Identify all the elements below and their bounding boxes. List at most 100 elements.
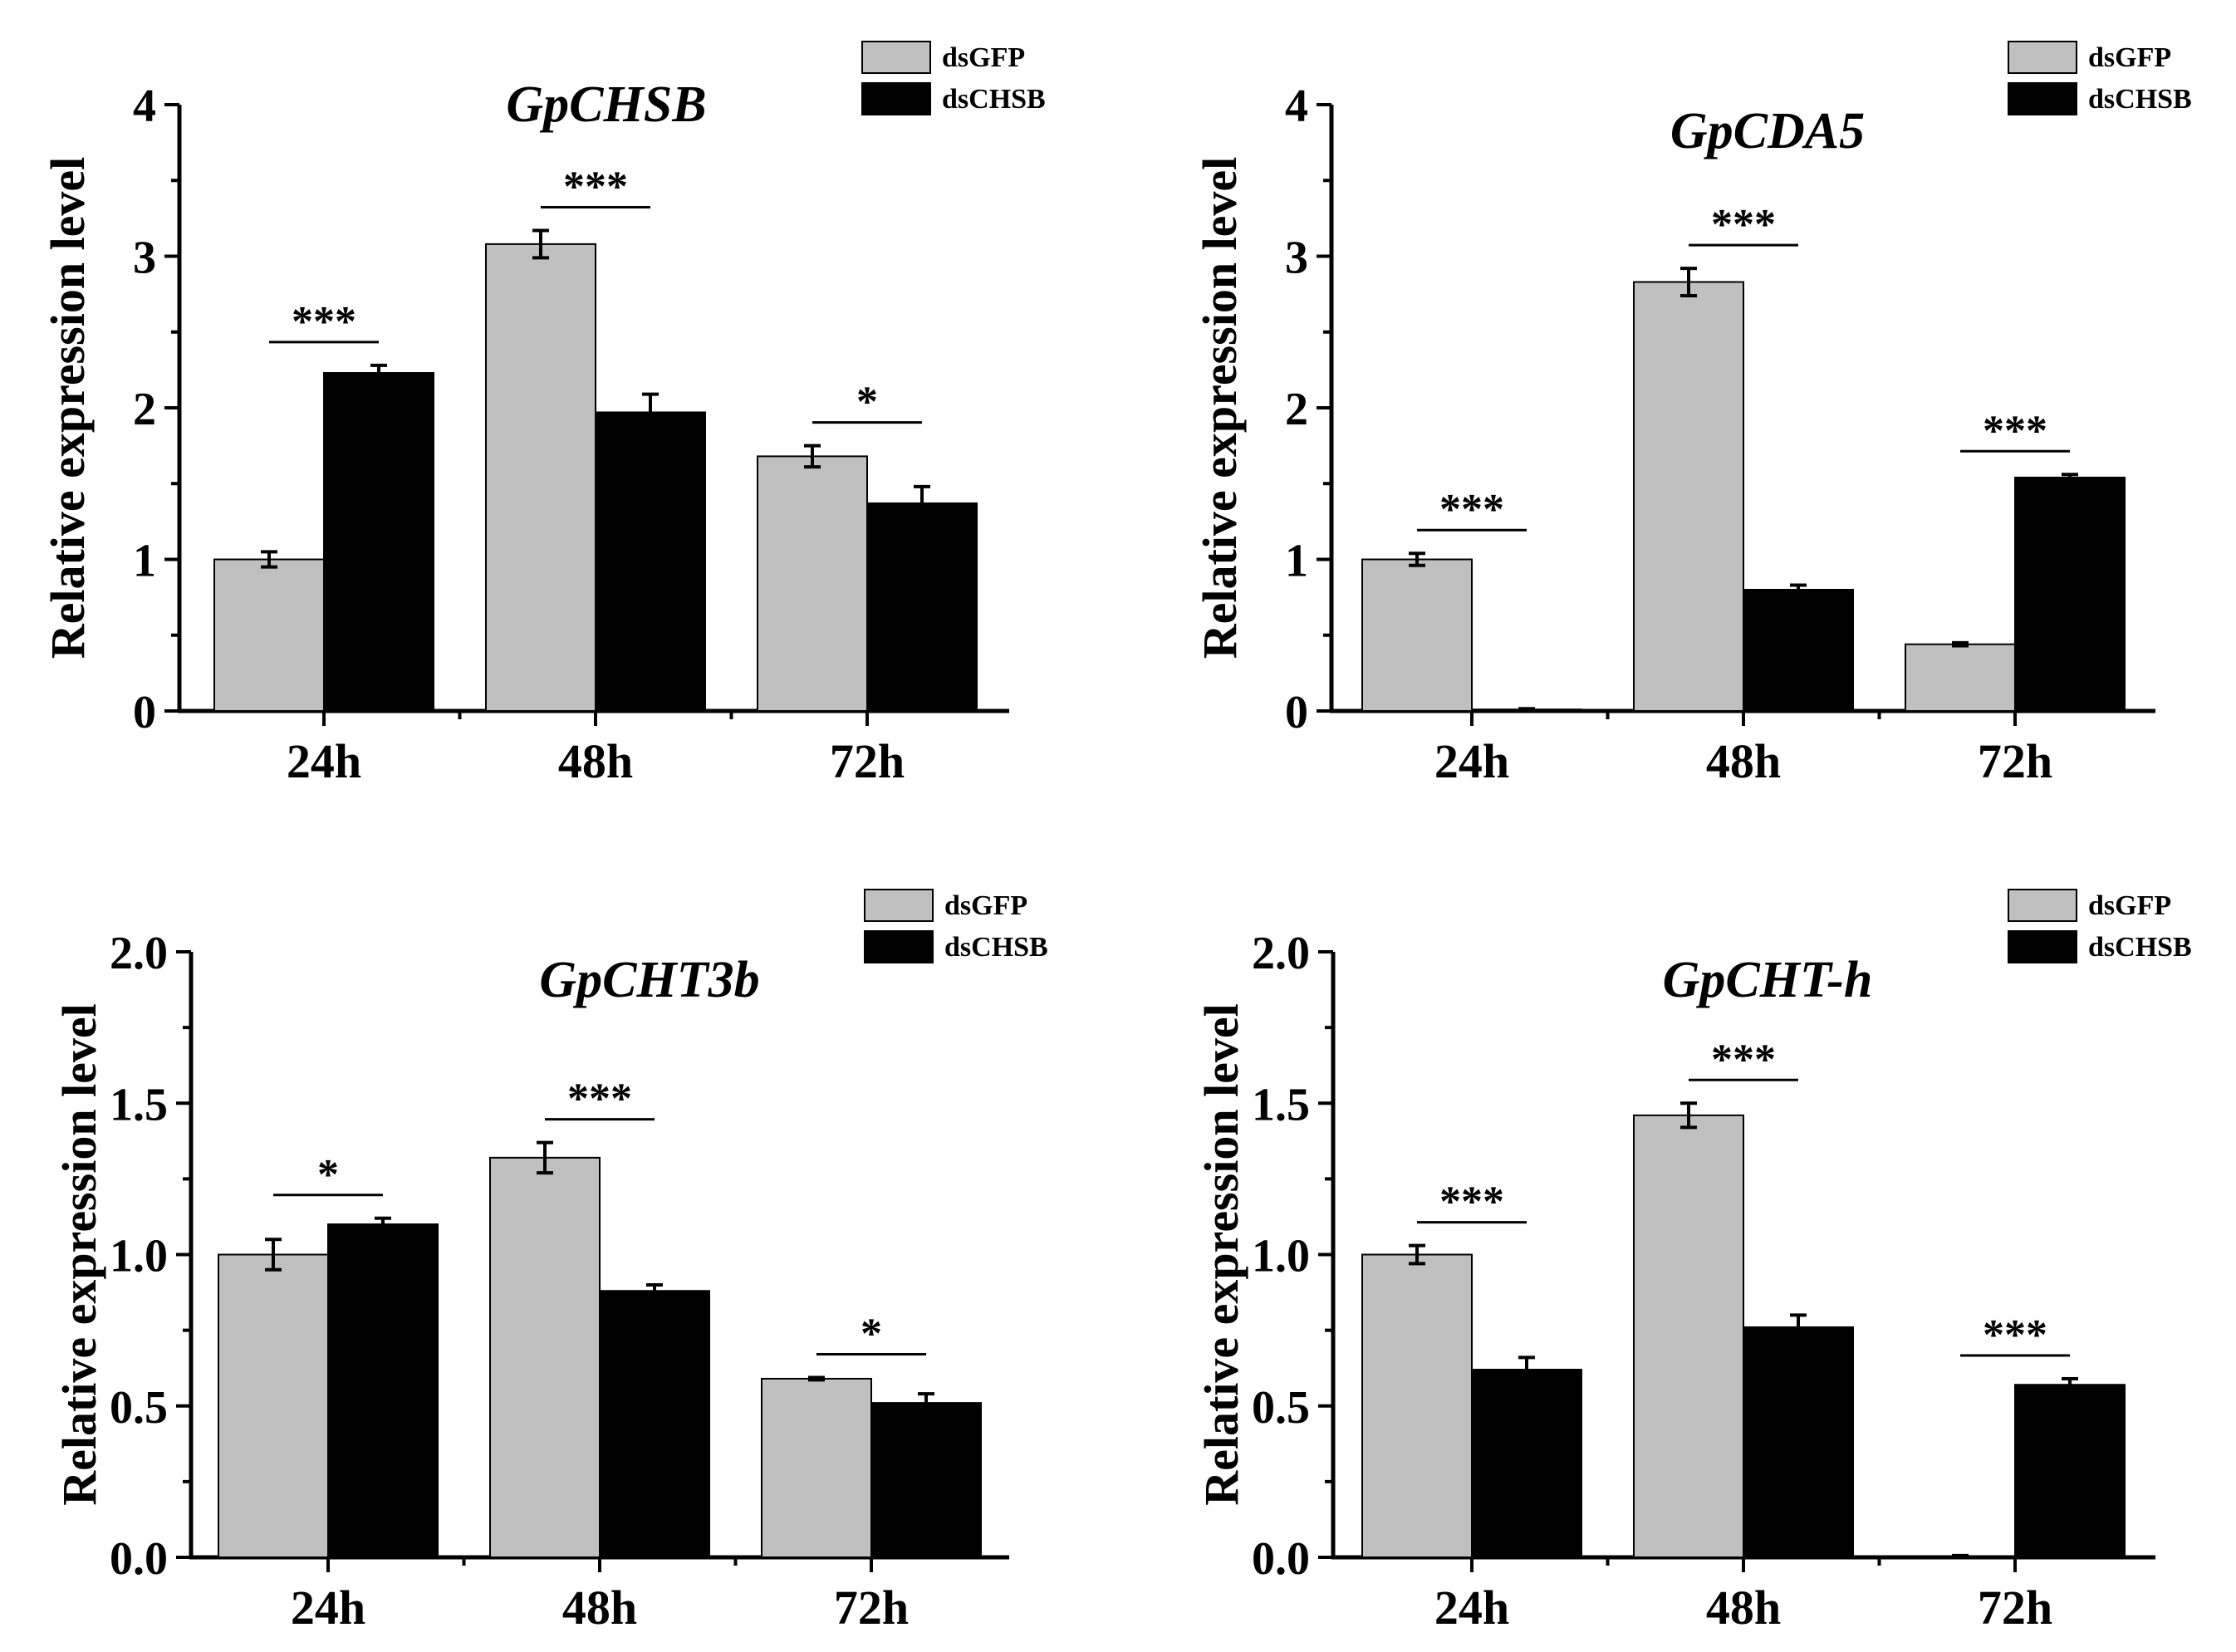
error-bar-dsCHSB-72h bbox=[918, 1392, 934, 1414]
y-tick-label: 0.0 bbox=[110, 1533, 168, 1585]
error-bar-dsCHSB-48h bbox=[1790, 1313, 1807, 1341]
error-bar-dsGFP-24h bbox=[1409, 551, 1425, 567]
error-bar-dsGFP-24h bbox=[265, 1238, 282, 1272]
error-bar-dsCHSB-48h bbox=[1790, 583, 1807, 596]
y-tick-label: 0.5 bbox=[110, 1382, 168, 1434]
x-tick-label: 48h bbox=[1706, 1581, 1781, 1635]
bar-dsCHSB-72h bbox=[2014, 1384, 2126, 1558]
significance-label: *** bbox=[563, 163, 628, 210]
significance-label: *** bbox=[292, 298, 356, 346]
legend-label-dsCHSB: dsCHSB bbox=[2088, 932, 2192, 963]
error-bar-dsCHSB-72h bbox=[914, 484, 930, 522]
y-tick-label: 0.5 bbox=[1252, 1382, 1310, 1434]
legend-label-dsGFP: dsGFP bbox=[944, 890, 1027, 921]
x-tick-label: 48h bbox=[558, 734, 633, 788]
x-tick-label: 48h bbox=[1706, 734, 1781, 788]
y-tick-label: 2.0 bbox=[1252, 928, 1310, 979]
error-bar-dsCHSB-48h bbox=[642, 392, 659, 433]
y-tick-label: 2.0 bbox=[110, 928, 168, 979]
legend: dsGFP dsCHSB bbox=[861, 41, 1046, 115]
legend-swatch-dsCHSB bbox=[864, 930, 934, 963]
x-tick-label: 72h bbox=[834, 1581, 909, 1635]
significance-label: *** bbox=[1439, 1179, 1504, 1226]
y-tick-label: 0 bbox=[133, 687, 156, 738]
error-bar-dsGFP-48h bbox=[537, 1140, 553, 1175]
y-tick-label: 3 bbox=[133, 233, 156, 284]
legend-swatch-dsCHSB bbox=[861, 82, 931, 115]
significance-label: *** bbox=[1439, 486, 1504, 533]
y-tick-label: 4 bbox=[1285, 81, 1308, 132]
legend-swatch-dsGFP bbox=[864, 889, 934, 922]
significance-label: *** bbox=[1983, 1311, 2047, 1359]
bar-dsCHSB-72h bbox=[2014, 476, 2126, 712]
y-tick-label: 4 bbox=[133, 81, 156, 132]
bar-dsCHSB-72h bbox=[870, 1402, 982, 1558]
chart-panel-2: 0 1 2 3 4 Relative expression level GpCDA5 dsGF… bbox=[1193, 41, 2192, 788]
significance-label: * bbox=[317, 1151, 339, 1199]
error-bar-dsGFP-72h bbox=[804, 444, 821, 469]
significance-label: * bbox=[861, 1310, 882, 1357]
x-tick-label: 72h bbox=[1978, 1581, 2052, 1635]
chart-title: GpCHSB bbox=[506, 76, 706, 133]
bar-dsGFP-72h bbox=[1905, 643, 2016, 713]
legend: dsGFP dsCHSB bbox=[2008, 41, 2192, 115]
error-bar-dsGFP-24h bbox=[261, 550, 277, 569]
y-axis-label: Relative expression level bbox=[1194, 1003, 1248, 1506]
y-axis-label: Relative expression level bbox=[41, 157, 95, 659]
error-bar-dsCHSB-24h bbox=[1518, 1355, 1535, 1384]
x-tick-label: 72h bbox=[830, 734, 905, 788]
bar-dsGFP-72h bbox=[761, 1377, 872, 1558]
bar-dsGFP-48h bbox=[1633, 281, 1744, 712]
error-bar-dsGFP-48h bbox=[1680, 1101, 1697, 1130]
bar-dsCHSB-48h bbox=[599, 1290, 710, 1558]
y-axis-label: Relative expression level bbox=[1193, 157, 1247, 659]
legend-label-dsGFP: dsGFP bbox=[2088, 890, 2171, 921]
y-tick-label: 1.0 bbox=[110, 1231, 168, 1282]
x-tick-label: 24h bbox=[1434, 1581, 1509, 1635]
y-tick-label: 0.0 bbox=[1252, 1533, 1310, 1585]
error-bar-dsCHSB-24h bbox=[370, 363, 387, 383]
error-bar-dsGFP-24h bbox=[1409, 1243, 1425, 1266]
legend-swatch-dsCHSB bbox=[2008, 82, 2077, 115]
bar-dsGFP-72h bbox=[757, 455, 868, 713]
legend-label-dsCHSB: dsCHSB bbox=[2088, 84, 2192, 115]
chart-title: GpCHT3b bbox=[539, 952, 759, 1008]
y-axis-label: Relative expression level bbox=[52, 1003, 106, 1506]
significance-label: *** bbox=[1711, 1036, 1776, 1083]
chart-title: GpCHT-h bbox=[1663, 952, 1873, 1008]
error-bar-dsCHSB-24h bbox=[375, 1216, 391, 1233]
significance-label: *** bbox=[1983, 407, 2047, 454]
y-tick-label: 1.0 bbox=[1252, 1231, 1310, 1282]
chart-panel-1: 0 1 2 3 4 Relative expression level GpCHSB dsGF… bbox=[41, 41, 1046, 788]
y-tick-label: 0 bbox=[1285, 687, 1308, 738]
legend-swatch-dsCHSB bbox=[2008, 930, 2077, 963]
bar-dsCHSB-48h bbox=[1743, 1326, 1854, 1558]
error-bar-dsGFP-72h bbox=[1952, 640, 1969, 648]
bar-dsGFP-24h bbox=[1361, 558, 1473, 712]
error-bar-dsGFP-72h bbox=[808, 1375, 825, 1382]
y-tick-label: 1 bbox=[1285, 536, 1308, 587]
error-bar-dsGFP-48h bbox=[1680, 267, 1697, 297]
legend-label-dsGFP: dsGFP bbox=[2088, 42, 2171, 73]
x-tick-label: 48h bbox=[562, 1581, 637, 1635]
x-tick-label: 24h bbox=[287, 734, 361, 788]
bar-dsGFP-48h bbox=[489, 1156, 601, 1558]
error-bar-dsCHSB-72h bbox=[2062, 473, 2078, 483]
error-bar-dsGFP-48h bbox=[532, 228, 549, 260]
significance-label: * bbox=[856, 379, 878, 426]
bar-dsGFP-24h bbox=[218, 1253, 329, 1558]
bar-dsCHSB-24h bbox=[1471, 1369, 1582, 1559]
legend: dsGFP dsCHSB bbox=[2008, 889, 2192, 963]
bar-dsCHSB-48h bbox=[595, 411, 706, 712]
bar-dsCHSB-24h bbox=[327, 1223, 439, 1559]
significance-label: *** bbox=[567, 1076, 632, 1123]
error-bar-dsCHSB-24h bbox=[1518, 707, 1535, 713]
bar-dsGFP-24h bbox=[213, 558, 325, 712]
y-tick-label: 1.5 bbox=[1252, 1079, 1310, 1130]
chart-title: GpCDA5 bbox=[1670, 103, 1865, 159]
error-bar-dsCHSB-48h bbox=[646, 1282, 663, 1299]
y-tick-label: 3 bbox=[1285, 233, 1308, 284]
x-tick-label: 24h bbox=[291, 1581, 365, 1635]
